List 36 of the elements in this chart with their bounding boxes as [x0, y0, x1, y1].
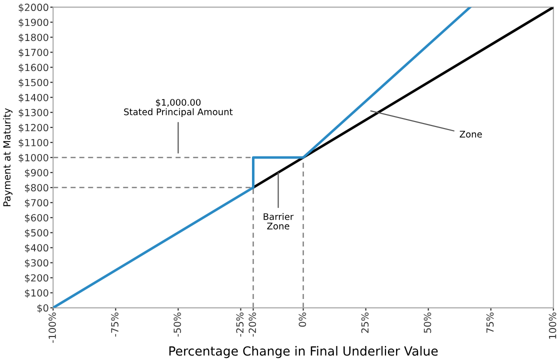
y-tick-label: $200	[25, 274, 48, 283]
annotation: $1,000.00 Stated Principal Amount	[124, 98, 233, 117]
annotation: Barrier Zone	[264, 213, 294, 230]
y-tick-label: $1000	[18, 154, 48, 163]
y-tick-label: $600	[25, 214, 48, 223]
y-tick-label: $100	[25, 289, 48, 298]
x-tick-label: -20%	[248, 312, 256, 337]
y-tick-label: $800	[25, 184, 48, 193]
y-axis-title: Payment at Maturity	[3, 108, 12, 206]
x-tick-label: -50%	[174, 312, 181, 337]
y-tick-label: $1800	[18, 34, 48, 42]
x-axis-title: Percentage Change in Final Underlier Value	[169, 346, 438, 358]
x-tick-label: -25%	[236, 312, 244, 337]
annotation: Zone	[460, 130, 482, 138]
y-tick-label: $1600	[18, 64, 48, 72]
y-tick-label: $300	[25, 259, 48, 268]
x-tick-label: 50%	[424, 312, 432, 333]
y-tick-label: $1100	[18, 138, 48, 148]
y-tick-label: $1300	[18, 108, 48, 118]
y-tick-label: $700	[25, 198, 48, 208]
y-tick-label: $1900	[18, 18, 48, 28]
y-tick-label: $400	[25, 244, 48, 253]
x-tick-label: 25%	[361, 312, 369, 333]
y-tick-label: $1200	[18, 124, 48, 133]
y-tick-label: $1500	[18, 78, 48, 88]
x-tick-label: 75%	[486, 312, 494, 333]
x-tick-label: 100%	[548, 312, 556, 339]
x-tick-label: -100%	[48, 312, 56, 343]
x-tick-label: 0%	[298, 312, 306, 327]
y-tick-label: $1400	[18, 94, 48, 103]
y-tick-label: $0	[37, 304, 48, 313]
y-tick-label: $1700	[18, 48, 48, 58]
x-tick-label: -75%	[111, 312, 118, 337]
y-tick-label: $2000	[18, 4, 48, 12]
y-tick-label: $500	[25, 228, 48, 238]
y-tick-label: $900	[25, 168, 48, 178]
